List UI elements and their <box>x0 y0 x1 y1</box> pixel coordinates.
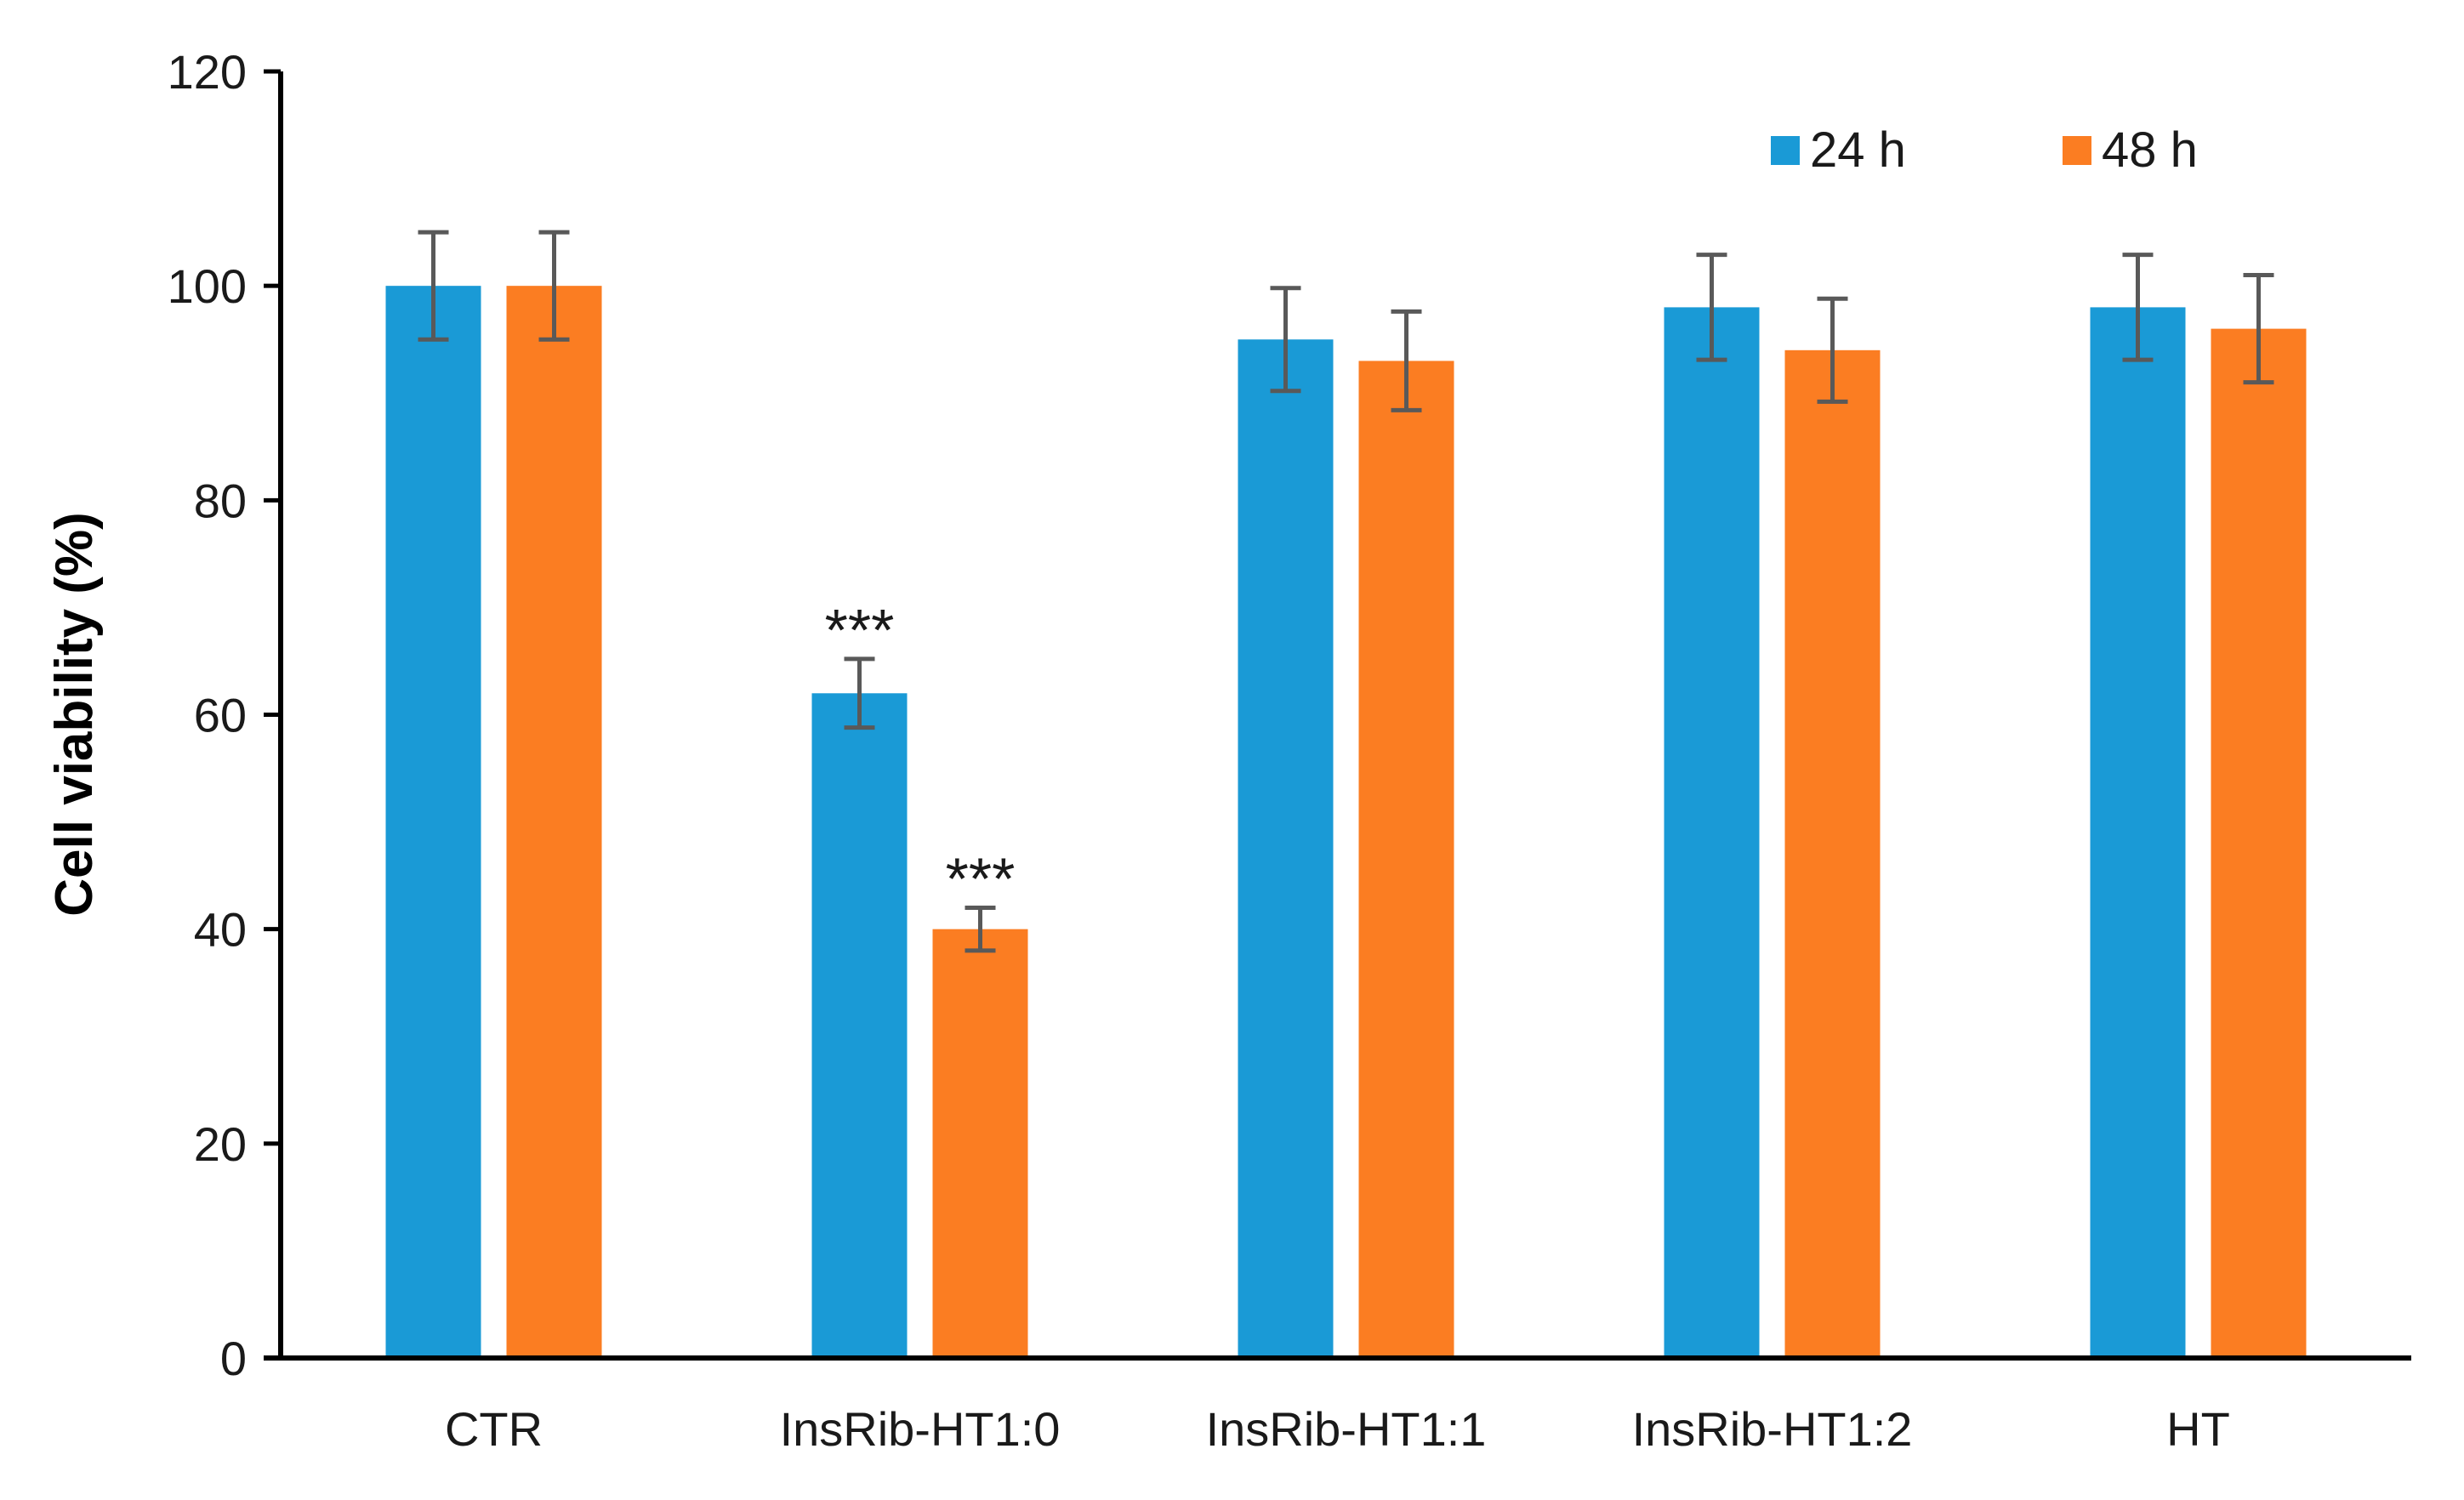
y-tick-label-120: 120 <box>168 45 247 99</box>
significance-24h-1: *** <box>825 597 895 663</box>
error-bar-24h-3 <box>1696 253 1727 362</box>
x-tick-label-4: HT <box>2166 1402 2230 1456</box>
bar-24h-4 <box>2090 307 2186 1359</box>
error-bar-48h-2 <box>1391 309 1422 412</box>
annotations-layer: *** *** <box>825 597 1016 912</box>
legend-swatch-0 <box>1771 136 1800 165</box>
y-tick-label-20: 20 <box>194 1117 247 1171</box>
bar-48h-4 <box>2211 328 2307 1359</box>
error-bar-24h-2 <box>1270 286 1301 394</box>
tick-labels-layer: CTR InsRib-HT1:0 InsRib-HT1:1 InsRib-HT1:2 H… <box>168 45 2230 1456</box>
x-tick-label-0: CTR <box>445 1402 543 1456</box>
x-tick-label-1: InsRib-HT1:0 <box>780 1402 1061 1456</box>
y-tick-label-100: 100 <box>168 259 247 313</box>
bar-48h-3 <box>1784 349 1881 1359</box>
legend-swatch-1 <box>2063 136 2091 165</box>
y-tick-label-40: 40 <box>194 903 247 957</box>
bar-24h-2 <box>1238 339 1334 1358</box>
error-bar-48h-4 <box>2243 273 2274 385</box>
error-bar-48h-1 <box>965 905 996 953</box>
y-tick-label-0: 0 <box>220 1332 247 1385</box>
bar-24h-0 <box>385 286 481 1359</box>
significance-48h-1: *** <box>946 845 1016 912</box>
bar-24h-1 <box>811 693 908 1358</box>
y-tick-label-80: 80 <box>194 474 247 527</box>
error-bars-layer <box>418 230 2274 953</box>
error-bar-24h-4 <box>2122 253 2154 362</box>
error-bar-24h-0 <box>418 230 449 342</box>
y-tick-label-60: 60 <box>194 689 247 742</box>
legend-item-48h: 48 h <box>2063 122 2198 178</box>
error-bar-24h-1 <box>844 656 875 730</box>
x-tick-label-3: InsRib-HT1:2 <box>1632 1402 1913 1456</box>
y-axis-title: Cell viability (%) <box>45 512 104 916</box>
x-tick-label-2: InsRib-HT1:1 <box>1206 1402 1487 1456</box>
bar-48h-2 <box>1358 361 1454 1358</box>
legend-label-0: 24 h <box>1810 122 1906 178</box>
bar-48h-1 <box>932 929 1028 1358</box>
legend-label-1: 48 h <box>2102 122 2198 178</box>
legend-item-24h: 24 h <box>1771 122 1906 178</box>
legend: 24 h 48 h <box>1771 122 2198 178</box>
bar-48h-0 <box>506 286 602 1359</box>
error-bar-48h-0 <box>538 230 570 342</box>
bars-layer <box>385 286 2307 1359</box>
axes-layer <box>264 69 2411 1361</box>
error-bar-48h-3 <box>1817 296 1848 404</box>
bar-24h-3 <box>1664 307 1760 1359</box>
